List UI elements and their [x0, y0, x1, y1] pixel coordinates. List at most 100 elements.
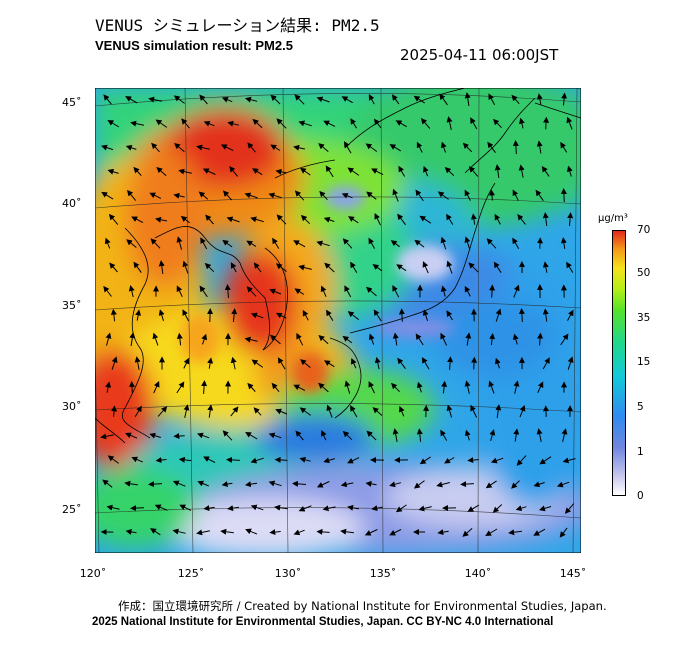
- wind-arrow: [128, 381, 135, 394]
- wind-arrow: [512, 140, 519, 155]
- wind-arrow: [295, 430, 304, 441]
- wind-arrow: [207, 404, 214, 418]
- title-english: VENUS simulation result: PM2.5: [95, 38, 293, 53]
- wind-arrow: [231, 308, 238, 322]
- wind-arrow: [244, 336, 258, 343]
- lat-label-35: 35˚: [62, 299, 82, 312]
- wind-arrow: [398, 405, 405, 417]
- wind-arrow: [437, 191, 449, 200]
- wind-arrow: [342, 335, 353, 344]
- wind-arrow: [201, 333, 208, 345]
- colorbar-unit: μg/m³: [598, 213, 628, 224]
- wind-arrow: [391, 94, 400, 105]
- wind-arrow: [395, 120, 407, 128]
- wind-arrow: [542, 261, 549, 273]
- wind-arrow: [464, 92, 471, 106]
- wind-arrow: [298, 505, 312, 512]
- wind-arrow: [462, 142, 473, 153]
- wind-arrow: [197, 432, 210, 439]
- wind-arrow: [368, 94, 375, 105]
- timestamp: 2025-04-11 06:00JST: [400, 46, 559, 64]
- wind-arrow: [251, 359, 264, 368]
- wind-arrow: [567, 212, 574, 226]
- wind-arrow: [350, 405, 358, 418]
- lon-label-135: 135˚: [369, 567, 397, 580]
- wind-arrow: [468, 262, 479, 273]
- wind-arrow: [244, 481, 258, 488]
- wind-arrow: [294, 190, 305, 201]
- wind-arrow: [495, 404, 502, 418]
- wind-arrow: [100, 433, 114, 440]
- wind-arrow: [494, 357, 501, 369]
- wind-arrow: [446, 310, 453, 321]
- wind-arrow: [173, 433, 185, 440]
- wind-arrow: [392, 285, 400, 298]
- wind-arrow: [365, 143, 378, 152]
- wind-arrow: [440, 141, 447, 153]
- wind-arrow: [397, 357, 406, 369]
- wind-arrow: [444, 167, 455, 176]
- wind-arrow: [320, 285, 327, 297]
- wind-arrow: [253, 407, 262, 416]
- wind-arrow: [204, 262, 215, 273]
- wind-arrow: [560, 141, 568, 153]
- wind-arrow: [389, 144, 402, 152]
- wind-arrow: [107, 168, 119, 175]
- wind-arrow: [395, 504, 407, 513]
- wind-arrow: [559, 527, 568, 538]
- wind-arrow: [158, 309, 165, 321]
- lat-label-30: 30˚: [62, 400, 82, 413]
- wind-arrow: [294, 288, 305, 295]
- wind-arrow: [537, 332, 544, 346]
- wind-arrow: [342, 238, 353, 249]
- wind-arrow: [493, 118, 502, 129]
- concentration-field: [95, 88, 581, 553]
- wind-arrow: [350, 261, 358, 273]
- wind-arrow: [318, 334, 329, 345]
- wind-arrow: [299, 456, 311, 463]
- wind-arrow: [293, 240, 306, 248]
- wind-arrow: [464, 236, 471, 250]
- wind-arrow: [316, 481, 330, 488]
- wind-arrow: [178, 456, 192, 463]
- wind-arrow: [276, 118, 287, 129]
- wind-arrow: [229, 166, 238, 177]
- wind-arrow: [413, 480, 425, 489]
- wind-arrow: [511, 480, 520, 489]
- wind-arrow: [440, 236, 447, 250]
- wind-arrow: [468, 166, 479, 177]
- wind-arrow: [133, 261, 142, 273]
- wind-arrow: [173, 192, 185, 199]
- wind-arrow: [513, 284, 520, 298]
- wind-arrow: [102, 479, 113, 488]
- wind-arrow: [104, 237, 111, 249]
- wind-arrow: [157, 406, 168, 417]
- wind-arrow: [464, 380, 471, 394]
- wind-arrow: [274, 456, 288, 463]
- wind-arrow: [106, 504, 120, 511]
- colorbar-tick-0: 0: [637, 490, 644, 502]
- wind-arrow: [536, 428, 543, 442]
- wind-arrow: [135, 309, 142, 321]
- wind-arrow: [227, 505, 239, 512]
- wind-arrow: [486, 238, 497, 249]
- wind-arrow: [156, 166, 167, 177]
- wind-arrow: [416, 428, 423, 442]
- colorbar-tick-15: 15: [637, 356, 651, 368]
- wind-arrow: [560, 333, 569, 346]
- wind-arrow: [492, 504, 503, 513]
- wind-arrow: [129, 332, 136, 346]
- wind-arrow: [374, 212, 381, 226]
- wind-arrow: [172, 480, 186, 487]
- wind-arrow: [101, 191, 114, 200]
- wind-arrow: [151, 142, 160, 153]
- wind-arrow: [275, 263, 287, 272]
- wind-arrow: [316, 96, 330, 103]
- wind-arrow: [276, 214, 287, 225]
- wind-arrow: [222, 190, 233, 201]
- wind-arrow: [470, 117, 478, 130]
- wind-arrow: [465, 332, 472, 346]
- wind-arrow: [182, 260, 189, 274]
- wind-arrow: [365, 286, 377, 297]
- copyright-line: 2025 National Institute for Environmenta…: [92, 616, 554, 628]
